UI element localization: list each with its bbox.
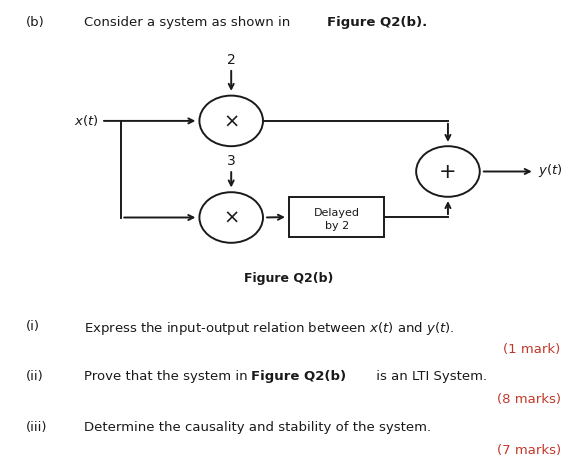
Text: (i): (i)	[26, 319, 40, 332]
Text: +: +	[439, 162, 457, 182]
Circle shape	[199, 96, 263, 147]
Text: is an LTI System.: is an LTI System.	[372, 369, 487, 382]
Text: 3: 3	[227, 154, 236, 168]
Text: Prove that the system in: Prove that the system in	[84, 369, 251, 382]
Text: $y(t)$: $y(t)$	[538, 162, 562, 179]
Text: (1 mark): (1 mark)	[503, 342, 561, 355]
Text: Figure Q2(b): Figure Q2(b)	[251, 369, 347, 382]
Text: (8 marks): (8 marks)	[497, 392, 561, 405]
Text: (iii): (iii)	[26, 420, 47, 433]
Bar	[289, 197, 384, 238]
Text: (7 marks): (7 marks)	[497, 443, 561, 456]
Circle shape	[199, 193, 263, 243]
Text: by 2: by 2	[325, 221, 349, 230]
Text: Figure Q2(b).: Figure Q2(b).	[327, 16, 427, 29]
Circle shape	[416, 147, 480, 197]
Text: (b): (b)	[26, 16, 45, 29]
Text: ×: ×	[223, 112, 239, 131]
Text: $x(t)$: $x(t)$	[74, 112, 98, 127]
Text: Determine the causality and stability of the system.: Determine the causality and stability of…	[84, 420, 431, 433]
Text: Consider a system as shown in: Consider a system as shown in	[84, 16, 294, 29]
Text: (ii): (ii)	[26, 369, 44, 382]
Text: ×: ×	[223, 208, 239, 228]
Text: Express the input-output relation between $x(t)$ and $y(t)$.: Express the input-output relation betwee…	[84, 319, 454, 336]
Text: Figure Q2(b): Figure Q2(b)	[244, 271, 334, 284]
Text: Delayed: Delayed	[314, 208, 360, 218]
Text: 2: 2	[227, 53, 236, 67]
